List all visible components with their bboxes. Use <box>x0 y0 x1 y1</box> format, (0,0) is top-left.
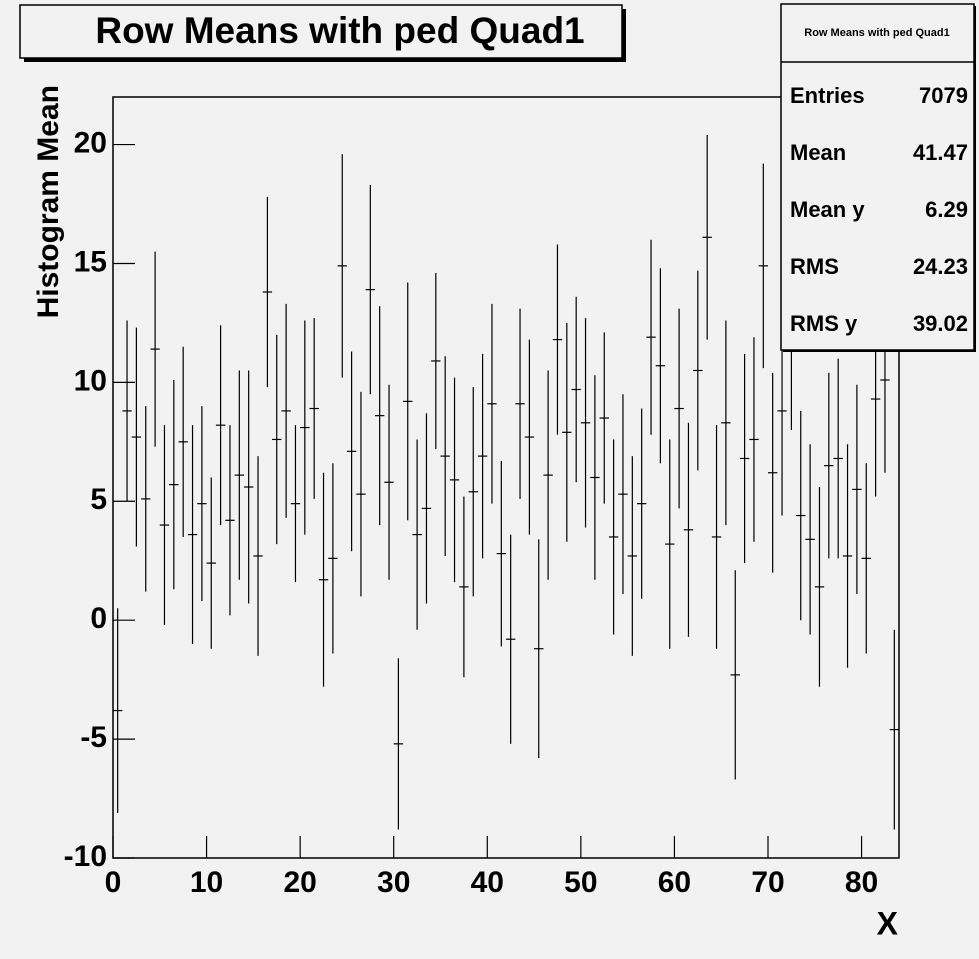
y-axis-label: Histogram Mean <box>32 85 65 318</box>
x-tick-label: 30 <box>377 866 410 899</box>
y-tick-label: 20 <box>74 126 107 159</box>
x-tick-label: 20 <box>283 866 316 899</box>
x-tick-label: 70 <box>751 866 784 899</box>
stats-label: RMS y <box>790 311 858 336</box>
x-axis-label: X <box>877 905 899 941</box>
stats-frame <box>780 3 975 351</box>
x-tick-label: 50 <box>564 866 597 899</box>
stats-box: Row Means with ped Quad1 Entries 7079 Mean… <box>780 3 976 352</box>
y-tick-label: -10 <box>64 840 107 873</box>
plot-marks <box>112 135 899 859</box>
stats-title: Row Means with ped Quad1 <box>804 27 949 39</box>
stats-value: 39.02 <box>913 311 968 336</box>
y-tick-label: 5 <box>90 483 107 516</box>
stats-label: Mean <box>790 140 846 165</box>
chart-title: Row Means with ped Quad1 <box>95 10 584 51</box>
x-tick-label: 10 <box>190 866 223 899</box>
title-box: Row Means with ped Quad1 <box>19 4 626 62</box>
plot-frame <box>112 96 900 859</box>
x-tick-label: 60 <box>658 866 691 899</box>
stats-label: RMS <box>790 254 839 279</box>
title-frame <box>19 4 623 59</box>
stats-label: Mean y <box>790 197 865 222</box>
y-tick-label: 10 <box>74 364 107 397</box>
x-tick-label: 0 <box>105 866 122 899</box>
stats-label: Entries <box>790 83 865 108</box>
stats-value: 7079 <box>919 83 968 108</box>
stats-value: 41.47 <box>913 140 968 165</box>
y-tick-label: 0 <box>90 602 107 635</box>
stats-value: 6.29 <box>925 197 968 222</box>
y-tick-label: 15 <box>74 245 107 278</box>
x-tick-label: 40 <box>471 866 504 899</box>
y-tick-label: -5 <box>80 721 107 754</box>
x-tick-label: 80 <box>845 866 878 899</box>
stats-value: 24.23 <box>913 254 968 279</box>
